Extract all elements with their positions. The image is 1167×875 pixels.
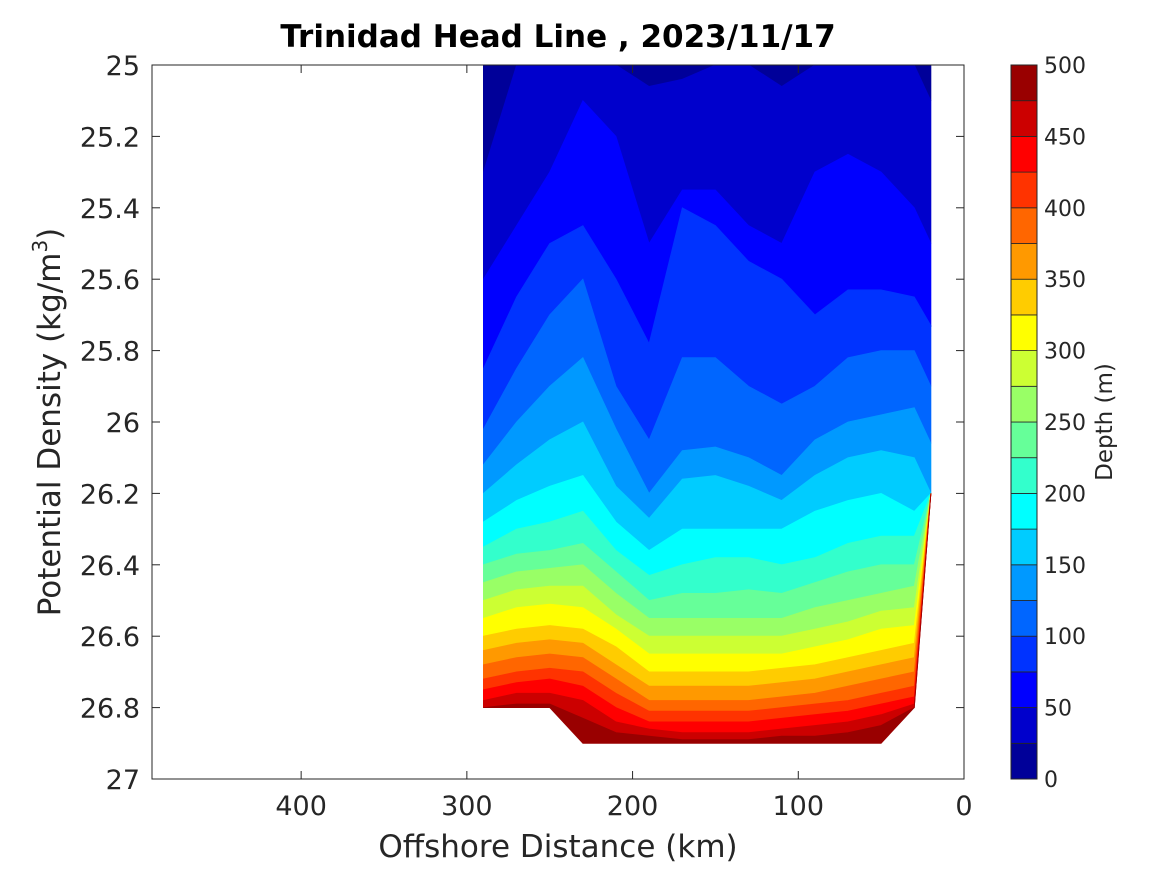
x-tick-label: 100 (773, 791, 825, 822)
colorbar-tick-label: 250 (1044, 411, 1086, 436)
colorbar-bin-125m (1010, 564, 1038, 601)
y-tick-label: 26.2 (80, 479, 140, 510)
colorbar-bin-425m (1010, 135, 1038, 173)
colorbar-bin-200m (1010, 457, 1038, 494)
colorbar-tick-label: 50 (1044, 697, 1072, 722)
y-tick-label: 26.4 (80, 551, 140, 582)
colorbar-bin-100m (1010, 600, 1038, 637)
x-tick-label: 400 (275, 791, 327, 822)
colorbar-label: Depth (m) (1092, 363, 1118, 481)
colorbar-bin-75m (1010, 635, 1038, 673)
x-axis-label: Offshore Distance (km) (378, 829, 737, 865)
colorbar-bin-475m (1010, 64, 1038, 102)
colorbar-bin-150m (1010, 528, 1038, 566)
colorbar-bin-175m (1010, 492, 1038, 530)
y-axis-label-suffix: ) (32, 228, 68, 240)
x-tick-label: 0 (955, 791, 972, 822)
colorbar-bin-400m (1010, 171, 1038, 209)
y-tick-label: 25 (106, 51, 140, 82)
colorbar-bin-300m (1010, 314, 1038, 351)
colorbar-tick-label: 100 (1044, 625, 1086, 650)
x-axis: 400 300 200 100 0 (275, 65, 973, 822)
colorbar-bin-50m (1010, 671, 1038, 709)
y-tick-label: 27 (106, 765, 140, 796)
colorbar-bin-225m (1010, 421, 1038, 459)
y-axis-label-main: Potential Density (kg/m (32, 253, 68, 617)
colorbar-tick-label: 350 (1044, 268, 1086, 293)
contour-fill-layer (482, 65, 932, 744)
colorbar-bin-350m (1010, 243, 1038, 280)
y-tick-label: 25.4 (80, 194, 140, 225)
colorbar-bin-0m (1010, 742, 1038, 780)
y-tick-label: 26.6 (80, 622, 140, 653)
y-tick-label: 26 (106, 408, 140, 439)
colorbar-tick-label: 500 (1044, 54, 1086, 79)
colorbar-tick-label: 450 (1044, 125, 1086, 150)
colorbar-tick-label: 150 (1044, 554, 1086, 579)
y-tick-label: 25.2 (80, 122, 140, 153)
y-tick-label: 25.6 (80, 265, 140, 296)
colorbar-bin-25m (1010, 707, 1038, 744)
contour-band-475m (483, 493, 932, 744)
colorbar-frame (1010, 64, 1038, 780)
colorbar-bin-325m (1010, 278, 1038, 316)
colorbar-tick-label: 400 (1044, 197, 1086, 222)
y-tick-label: 26.8 (80, 694, 140, 725)
x-tick-label: 300 (441, 791, 493, 822)
colorbar-tick-label: 200 (1044, 482, 1086, 507)
y-axis-label: Potential Density (kg/m3) (28, 228, 68, 617)
colorbar-tick-label: 300 (1044, 340, 1086, 365)
chart-title: Trinidad Head Line , 2023/11/17 (280, 19, 835, 55)
y-axis-label-superscript: 3 (28, 240, 52, 253)
colorbar-bin-450m (1010, 100, 1038, 137)
colorbar-bin-375m (1010, 207, 1038, 244)
y-axis: 25 25.2 25.4 25.6 25.8 26 26.2 26.4 26.6 26.8 27 (80, 51, 964, 796)
colorbar-tick-label: 0 (1044, 768, 1058, 793)
y-tick-label: 25.8 (80, 337, 140, 368)
x-tick-label: 200 (607, 791, 659, 822)
colorbar: 0 50 100 150 200 250 300 350 400 450 500 (1010, 54, 1086, 793)
colorbar-bin-250m (1010, 385, 1038, 423)
colorbar-bin-275m (1010, 350, 1038, 387)
